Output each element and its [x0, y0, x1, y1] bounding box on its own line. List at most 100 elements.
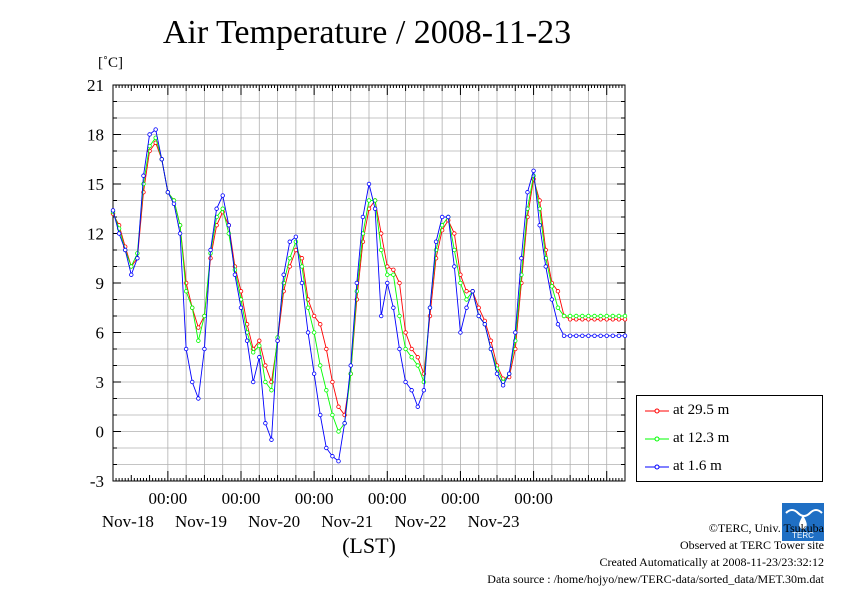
chart-title: Air Temperature / 2008-11-23 — [162, 14, 572, 51]
data-point-2 — [452, 264, 457, 269]
data-point-2 — [372, 206, 378, 211]
y-tick-label: 9 — [96, 274, 105, 293]
data-point-1 — [330, 412, 335, 418]
data-point-2 — [439, 214, 445, 220]
data-point-1 — [452, 247, 457, 253]
data-point-1 — [250, 350, 256, 355]
data-point-2 — [348, 363, 353, 368]
data-point-2 — [513, 330, 518, 335]
data-point-1 — [561, 313, 567, 319]
data-point-2 — [616, 333, 622, 338]
legend-swatch-1-6m — [645, 464, 669, 470]
footer-source: Data source : /home/hojyo/new/TERC-data/… — [487, 572, 824, 586]
footer-observed: Observed at TERC Tower site — [679, 538, 824, 552]
data-point-2 — [269, 437, 274, 442]
data-point-2 — [567, 333, 573, 338]
data-point-1 — [598, 313, 603, 319]
data-point-2 — [281, 272, 286, 277]
data-point-2 — [147, 132, 152, 137]
data-point-1 — [324, 388, 329, 393]
y-tick-label: -3 — [90, 472, 104, 491]
data-point-2 — [226, 223, 232, 228]
data-point-2 — [427, 305, 433, 310]
data-point-1 — [378, 247, 384, 253]
data-point-1 — [311, 330, 317, 335]
data-point-2 — [110, 208, 116, 213]
data-point-2 — [561, 333, 567, 338]
data-point-1 — [305, 305, 311, 310]
data-point-2 — [202, 346, 207, 352]
data-point-2 — [287, 239, 292, 244]
data-point-0 — [263, 363, 268, 368]
data-point-1 — [409, 355, 414, 360]
data-point-2 — [500, 383, 506, 388]
data-point-2 — [196, 396, 201, 401]
data-point-1 — [610, 313, 616, 319]
data-point-2 — [293, 234, 299, 239]
data-point-2 — [592, 333, 597, 338]
data-point-2 — [433, 239, 439, 244]
legend-item-29-5m: at 29.5 m — [643, 402, 729, 420]
data-point-2 — [244, 338, 250, 343]
data-point-1 — [567, 313, 573, 319]
legend-label-12-3m: at 12.3 m — [673, 430, 730, 446]
data-point-2 — [208, 247, 213, 253]
data-point-0 — [403, 330, 408, 335]
x-tick-label-time: 00:00 — [148, 489, 187, 508]
data-point-0 — [409, 346, 414, 352]
x-tick-label-time: 00:00 — [514, 489, 553, 508]
y-tick-label: 18 — [87, 126, 104, 145]
data-point-2 — [409, 388, 414, 393]
data-point-1 — [202, 313, 207, 319]
data-point-1 — [574, 313, 579, 319]
legend-swatch-12-3m — [645, 436, 669, 442]
data-point-2 — [141, 173, 146, 178]
data-point-2 — [488, 346, 494, 352]
data-point-2 — [391, 305, 396, 310]
data-point-1 — [141, 181, 146, 187]
data-point-2 — [360, 214, 366, 220]
data-point-1 — [318, 363, 323, 368]
data-point-1 — [232, 267, 238, 272]
data-point-0 — [378, 231, 384, 236]
data-point-0 — [324, 346, 329, 352]
data-point-2 — [604, 333, 609, 338]
data-point-1 — [580, 313, 585, 319]
data-point-2 — [342, 421, 347, 426]
data-point-0 — [427, 313, 433, 319]
data-point-2 — [519, 256, 524, 261]
data-point-2 — [177, 231, 183, 236]
data-point-0 — [318, 322, 323, 327]
x-tick-label-time: 00:00 — [222, 489, 261, 508]
data-point-2 — [525, 190, 530, 195]
x-tick-label-day: Nov-23 — [468, 512, 520, 531]
data-point-1 — [397, 313, 402, 319]
x-tick-label-day: Nov-22 — [394, 512, 446, 531]
data-point-2 — [257, 355, 262, 360]
data-point-1 — [269, 388, 274, 393]
data-point-1 — [592, 313, 597, 319]
data-point-1 — [458, 280, 463, 286]
data-point-2 — [378, 313, 384, 319]
data-point-1 — [196, 338, 201, 343]
y-tick-label: 15 — [87, 175, 104, 194]
data-point-0 — [330, 379, 335, 385]
data-point-1 — [415, 363, 420, 368]
data-point-1 — [464, 297, 469, 302]
data-point-2 — [305, 330, 311, 335]
data-point-2 — [464, 305, 469, 310]
data-point-2 — [238, 305, 244, 310]
data-point-1 — [549, 284, 555, 289]
data-point-1 — [190, 305, 195, 310]
data-point-2 — [190, 379, 195, 385]
data-point-2 — [470, 289, 475, 294]
data-point-2 — [324, 445, 329, 451]
data-point-2 — [330, 454, 335, 459]
data-point-2 — [476, 313, 481, 319]
data-point-2 — [385, 280, 390, 286]
footer-copyright: ©TERC, Univ. Tsukuba — [708, 521, 824, 535]
legend-item-12-3m: at 12.3 m — [643, 430, 729, 448]
y-tick-label: 6 — [96, 324, 105, 343]
data-point-0 — [257, 338, 262, 343]
